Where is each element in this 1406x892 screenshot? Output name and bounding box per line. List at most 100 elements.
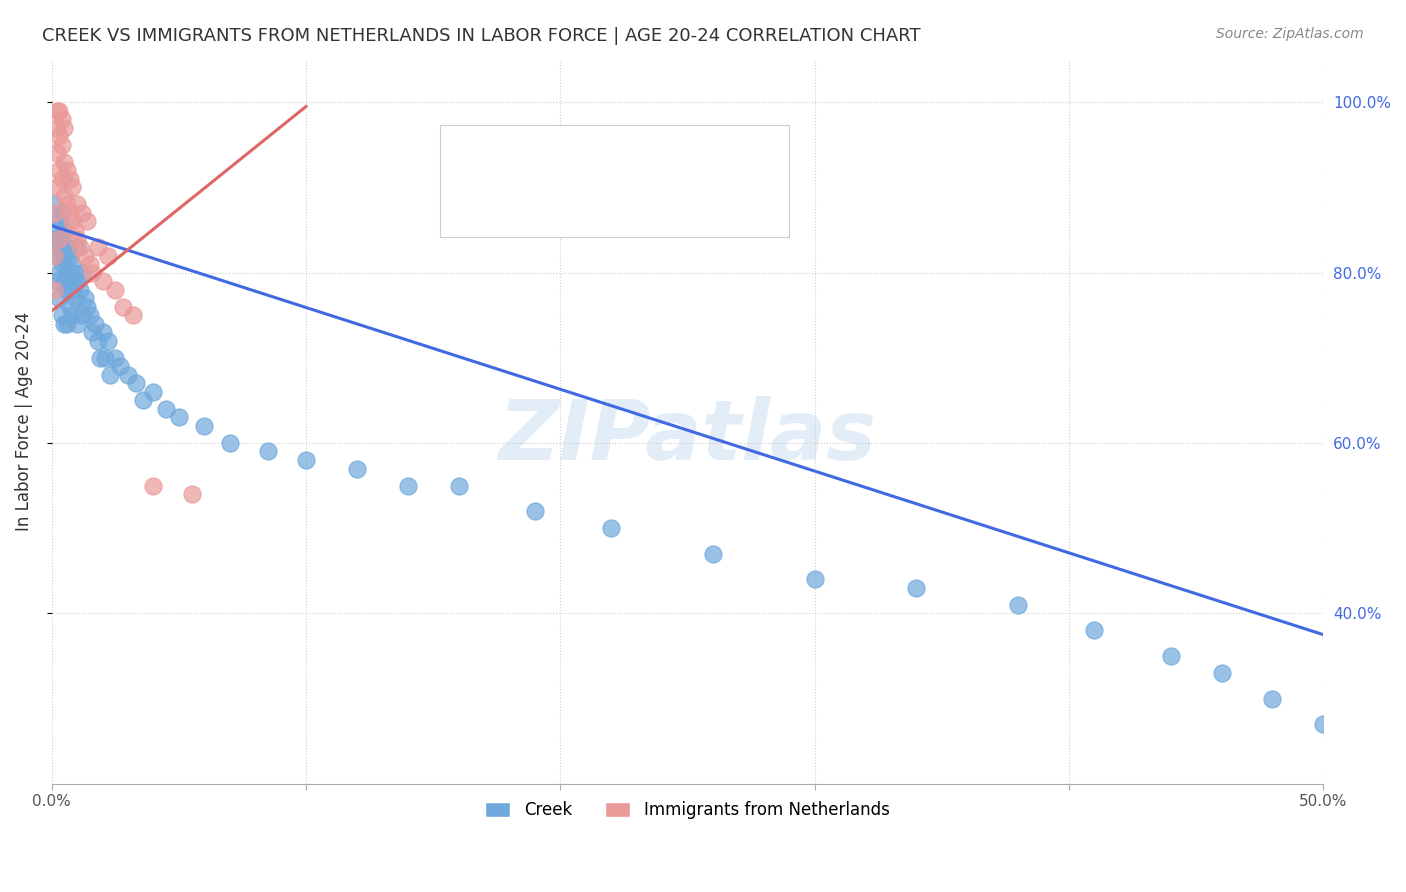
Point xyxy=(56,283,79,297)
Point xyxy=(76,300,98,314)
Point xyxy=(295,453,318,467)
Point xyxy=(60,308,83,322)
Point xyxy=(48,291,70,305)
Point xyxy=(132,393,155,408)
Point xyxy=(1312,717,1334,731)
Point xyxy=(56,240,79,254)
Point xyxy=(180,487,202,501)
Point xyxy=(79,308,101,322)
Point xyxy=(66,240,89,254)
Point xyxy=(60,180,83,194)
Point xyxy=(110,359,132,374)
Point xyxy=(48,231,70,245)
Point xyxy=(346,461,368,475)
Point xyxy=(600,521,623,535)
Point xyxy=(98,368,121,382)
Point xyxy=(257,444,280,458)
Point xyxy=(51,137,73,152)
Point xyxy=(51,308,73,322)
Point xyxy=(51,257,73,271)
Point xyxy=(45,146,67,161)
Text: ZIPatlas: ZIPatlas xyxy=(499,396,876,476)
Point xyxy=(63,266,86,280)
Point xyxy=(44,206,66,220)
Point xyxy=(45,274,67,288)
Point xyxy=(142,478,165,492)
Point xyxy=(94,351,117,365)
Point xyxy=(69,283,91,297)
Point xyxy=(79,257,101,271)
Point xyxy=(66,197,89,211)
Point xyxy=(58,248,80,262)
Point xyxy=(803,572,825,586)
Point xyxy=(155,401,177,416)
Point xyxy=(91,274,114,288)
Point xyxy=(76,214,98,228)
Point xyxy=(702,547,724,561)
Point xyxy=(82,325,104,339)
Point xyxy=(72,308,94,322)
Point xyxy=(1160,648,1182,663)
Point xyxy=(60,257,83,271)
Y-axis label: In Labor Force | Age 20-24: In Labor Force | Age 20-24 xyxy=(15,312,32,532)
Point xyxy=(48,129,70,144)
Text: Source: ZipAtlas.com: Source: ZipAtlas.com xyxy=(1216,27,1364,41)
Point xyxy=(73,291,96,305)
Point xyxy=(53,317,76,331)
Point xyxy=(44,248,66,262)
Point xyxy=(53,223,76,237)
Point xyxy=(89,351,111,365)
Point xyxy=(56,266,79,280)
Point xyxy=(97,248,120,262)
Point xyxy=(48,214,70,228)
Point xyxy=(60,283,83,297)
Point xyxy=(51,112,73,127)
Point xyxy=(53,120,76,135)
Point xyxy=(51,172,73,186)
Point xyxy=(523,504,546,518)
Point xyxy=(193,418,215,433)
Point xyxy=(73,248,96,262)
Text: CREEK VS IMMIGRANTS FROM NETHERLANDS IN LABOR FORCE | AGE 20-24 CORRELATION CHAR: CREEK VS IMMIGRANTS FROM NETHERLANDS IN … xyxy=(42,27,921,45)
Point xyxy=(60,214,83,228)
Point xyxy=(53,154,76,169)
Point xyxy=(45,180,67,194)
Point xyxy=(45,103,67,118)
Point xyxy=(142,384,165,399)
Point xyxy=(1083,624,1105,638)
Point xyxy=(51,206,73,220)
Point xyxy=(167,410,190,425)
Point xyxy=(48,240,70,254)
Point xyxy=(1007,598,1029,612)
Point xyxy=(122,308,145,322)
Point xyxy=(63,223,86,237)
Point xyxy=(447,478,470,492)
Point xyxy=(86,334,108,348)
Point xyxy=(45,248,67,262)
Point xyxy=(91,325,114,339)
Point xyxy=(117,368,139,382)
Point xyxy=(66,231,89,245)
Point xyxy=(58,206,80,220)
Point xyxy=(53,248,76,262)
Point xyxy=(104,351,127,365)
Point xyxy=(63,291,86,305)
Legend: Creek, Immigrants from Netherlands: Creek, Immigrants from Netherlands xyxy=(479,795,896,826)
Point xyxy=(905,581,928,595)
Point xyxy=(97,334,120,348)
Point xyxy=(1261,691,1284,706)
Point xyxy=(218,436,240,450)
Point xyxy=(53,189,76,203)
Point xyxy=(48,163,70,178)
Point xyxy=(82,266,104,280)
Point xyxy=(396,478,419,492)
Point xyxy=(1211,665,1233,680)
Point xyxy=(72,266,94,280)
Point xyxy=(104,283,127,297)
Point xyxy=(48,103,70,118)
Point xyxy=(72,206,94,220)
Point xyxy=(111,300,134,314)
Point xyxy=(58,274,80,288)
Point xyxy=(84,317,107,331)
Point xyxy=(86,240,108,254)
